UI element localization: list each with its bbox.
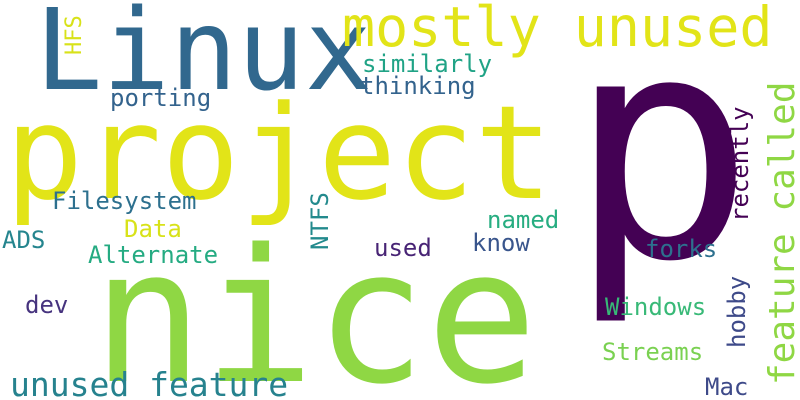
word-windows: Windows <box>605 295 706 319</box>
word-thinking: thinking <box>360 74 476 98</box>
word-streams: Streams <box>602 340 703 364</box>
word-porting: porting <box>110 86 211 110</box>
word-ntfs: NTFS <box>308 192 332 250</box>
word-forks: forks <box>645 237 717 261</box>
word-dev: dev <box>25 293 68 317</box>
word-mostly-unused: mostly unused <box>342 0 772 55</box>
word-hfs: HFS <box>64 15 86 55</box>
word-recently: recently <box>728 106 752 222</box>
word-ads: ADS <box>2 228 45 252</box>
word-alternate: Alternate <box>88 243 218 267</box>
word-know: know <box>472 231 530 255</box>
word-unused-feature: unused feature <box>10 368 288 400</box>
word-mac: Mac <box>705 375 748 399</box>
word-filesystem: Filesystem <box>52 189 197 213</box>
word-data: Data <box>124 217 182 241</box>
word-hobby: hobby <box>725 276 749 348</box>
word-named: named <box>487 208 559 232</box>
word-used: used <box>374 236 432 260</box>
word-feature-called: feature called <box>765 82 800 385</box>
